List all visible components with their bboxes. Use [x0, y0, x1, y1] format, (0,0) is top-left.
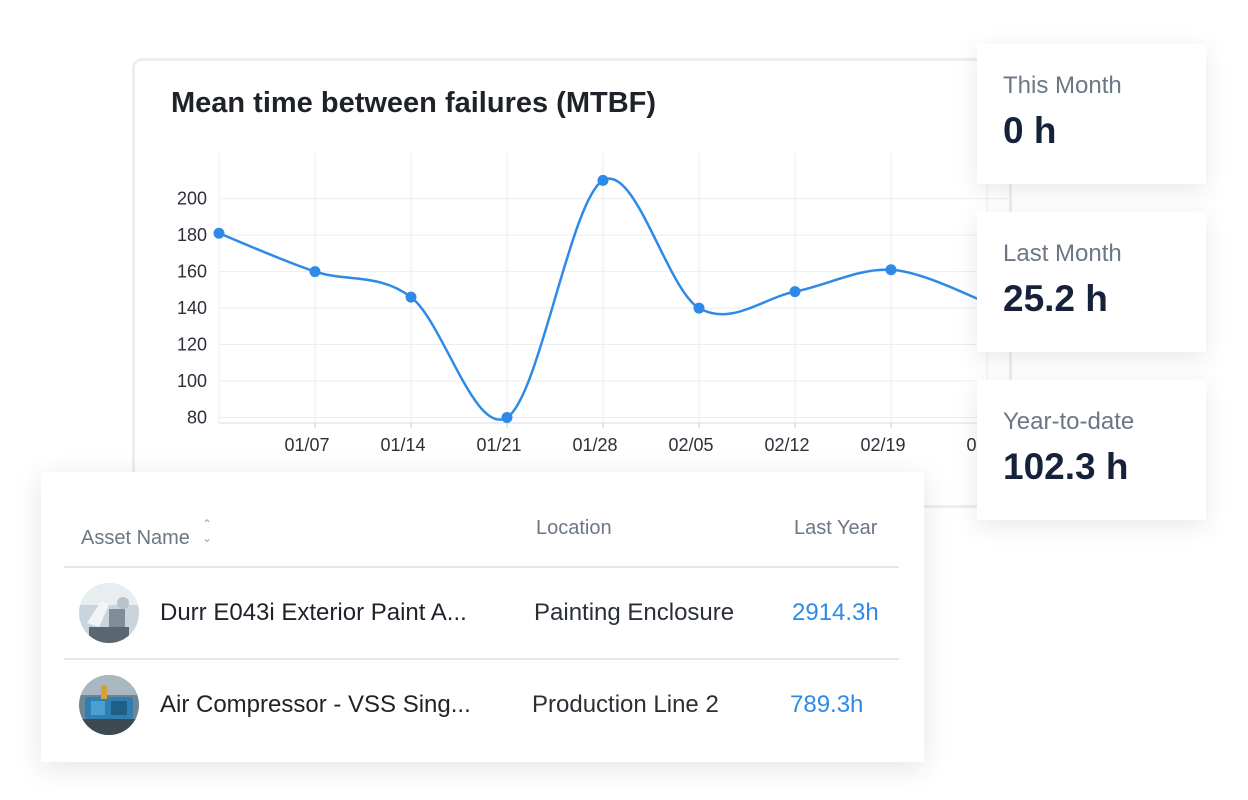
stat-value: 25.2 h [1003, 278, 1108, 319]
x-tick-label: 01/07 [284, 435, 329, 455]
y-tick-label: 120 [177, 335, 207, 355]
data-point [789, 286, 801, 298]
asset-name[interactable]: Air Compressor - VSS Sing... [160, 691, 471, 718]
series-line [218, 177, 988, 421]
y-tick-label: 160 [177, 262, 207, 282]
data-point [693, 302, 705, 314]
column-header-asset-name[interactable]: Asset Name ⌃ ⌄ [81, 517, 212, 550]
data-point [405, 291, 417, 303]
data-point [885, 264, 897, 276]
asset-location: Production Line 2 [532, 691, 719, 718]
stat-card-this-month: This Month 0 h [977, 44, 1206, 184]
header-divider [64, 566, 899, 568]
x-tick-label: 02/19 [860, 435, 905, 455]
y-tick-label: 80 [187, 408, 207, 428]
table-row[interactable]: Air Compressor - VSS Sing... Production … [41, 660, 924, 750]
asset-last-year-value: 2914.3h [792, 599, 879, 626]
data-point [213, 227, 225, 239]
stat-value: 0 h [1003, 110, 1057, 151]
data-point [501, 412, 513, 424]
asset-thumbnail [79, 675, 139, 735]
asset-location: Painting Enclosure [534, 599, 735, 626]
stat-card-year-to-date: Year-to-date 102.3 h [977, 380, 1206, 520]
x-tick-label: 01/21 [476, 435, 521, 455]
column-header-label: Asset Name [81, 527, 190, 549]
y-tick-label: 180 [177, 225, 207, 245]
asset-table: Asset Name ⌃ ⌄ Location Last Year Durr E04… [41, 472, 924, 762]
sort-icon[interactable]: ⌃ ⌄ [201, 517, 212, 545]
row-divider [64, 658, 899, 660]
table-row[interactable]: Durr E043i Exterior Paint A... Painting … [41, 568, 924, 658]
data-point [309, 266, 321, 278]
stat-label: Year-to-date [1003, 408, 1135, 435]
asset-name[interactable]: Durr E043i Exterior Paint A... [160, 599, 467, 626]
asset-thumbnail [79, 583, 139, 643]
chart-title: Mean time between failures (MTBF) [171, 87, 657, 119]
x-tick-label: 01/28 [572, 435, 617, 455]
y-tick-label: 200 [177, 189, 207, 209]
mtbf-line-chart: 80 100 120 140 160 180 200 01/07 01/14 01/21 01/28… [177, 153, 1009, 455]
x-tick-label: 02/05 [668, 435, 713, 455]
stat-label: Last Month [1003, 240, 1122, 267]
stat-label: This Month [1003, 72, 1122, 99]
stat-card-last-month: Last Month 25.2 h [977, 212, 1206, 352]
data-point [597, 174, 609, 186]
stat-value: 102.3 h [1003, 446, 1129, 487]
x-tick-label: 02/12 [764, 435, 809, 455]
column-header-last-year[interactable]: Last Year [794, 517, 878, 539]
column-header-location[interactable]: Location [536, 517, 612, 539]
y-tick-label: 140 [177, 298, 207, 318]
mtbf-chart-card: Mean time between failures (MTBF) 80 100 1… [132, 58, 1012, 508]
x-tick-label: 01/14 [380, 435, 425, 455]
asset-last-year-value: 789.3h [790, 691, 864, 718]
y-tick-label: 100 [177, 371, 207, 391]
